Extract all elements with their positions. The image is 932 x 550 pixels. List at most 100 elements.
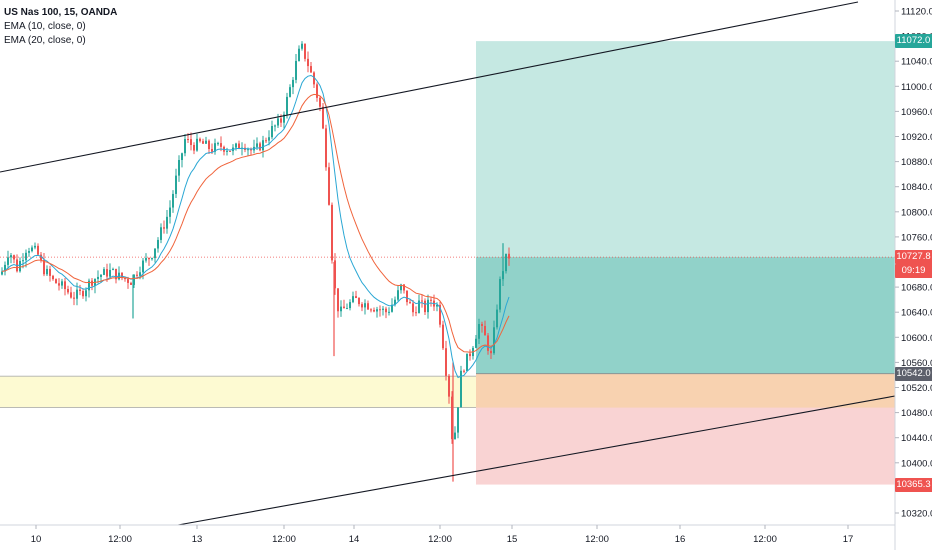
candle-body (346, 308, 348, 310)
candle-body (418, 300, 420, 313)
candle-body (439, 304, 441, 325)
candle-body (49, 268, 51, 276)
candle-body (142, 260, 144, 273)
y-tick-label: 10920.0 (901, 132, 932, 143)
x-tick-label: 15 (507, 534, 518, 545)
y-tick-label: 11120.0 (901, 7, 932, 18)
legend-symbol: US Nas 100, 15, OANDA (4, 7, 118, 18)
candle-body (457, 407, 459, 433)
candle-body (202, 141, 204, 144)
candle-body (190, 139, 192, 145)
time-axis[interactable]: 10 12:00 13 12:00 14 12:00 15 12:00 16 12:00 17 (0, 524, 895, 545)
target-filled-zone (476, 257, 895, 374)
y-tick-label: 10480.0 (901, 408, 932, 419)
candle-body (40, 254, 42, 260)
candle-body (217, 143, 219, 145)
candle-body (175, 175, 177, 194)
candle-body (445, 348, 447, 376)
candle-body (121, 272, 123, 279)
candle-body (169, 207, 171, 217)
candle-body (58, 283, 60, 286)
candle-body (67, 289, 69, 293)
candle-body (274, 125, 276, 127)
candle-body (280, 118, 282, 123)
candle-body (154, 248, 156, 259)
candle-body (352, 296, 354, 303)
x-tick-label: 16 (675, 534, 686, 545)
candle-body (487, 335, 489, 351)
candle-body (172, 193, 174, 208)
candle-body (163, 227, 165, 229)
x-tick-label: 17 (843, 534, 854, 545)
candle-body (133, 274, 135, 285)
candle-body (235, 143, 237, 148)
candle-body (373, 309, 375, 312)
candle-body (10, 255, 12, 258)
candle-body (295, 60, 297, 80)
y-tick-label: 10760.0 (901, 232, 932, 243)
candle-body (292, 79, 294, 88)
candle-body (310, 66, 312, 73)
countdown-tag: 09:19 (895, 264, 932, 279)
candle-body (208, 140, 210, 150)
candle-body (337, 288, 339, 312)
ema-lines (1, 74, 510, 379)
position-zones[interactable] (0, 41, 895, 485)
candle-body (7, 257, 9, 265)
candle-body (349, 302, 351, 309)
candle-body (466, 353, 468, 371)
candle-body (340, 306, 342, 312)
candle-body (46, 268, 48, 275)
candle-body (376, 309, 378, 312)
candle-body (259, 143, 261, 151)
candle-body (388, 311, 390, 313)
trendlines[interactable] (0, 1, 896, 526)
candle-body (493, 327, 495, 354)
candle-body (490, 350, 492, 354)
candle-body (211, 149, 213, 152)
candle-body (136, 274, 138, 276)
candle-body (73, 297, 75, 299)
candle-body (28, 251, 30, 253)
y-tick-label: 11040.0 (901, 57, 932, 68)
legend-ema20[interactable]: EMA (20, close, 0) (4, 35, 86, 46)
candle-body (262, 140, 264, 151)
candle-body (424, 300, 426, 313)
y-tick-label: 10520.0 (901, 383, 932, 394)
candle-body (406, 290, 408, 303)
candle-body (166, 216, 168, 229)
candle-body (343, 306, 345, 309)
candle-body (328, 167, 330, 205)
y-tick-label: 10960.0 (901, 107, 932, 118)
candle-body (484, 325, 486, 336)
y-tick-label: 10640.0 (901, 308, 932, 319)
candle-body (358, 297, 360, 305)
candle-body (196, 138, 198, 151)
candle-body (85, 290, 87, 297)
candle-body (184, 139, 186, 154)
candle-body (52, 275, 54, 280)
legend-ema10[interactable]: EMA (10, close, 0) (4, 21, 86, 32)
candle-body (4, 264, 6, 272)
candle-body (322, 106, 324, 129)
candle-body (304, 43, 306, 59)
candle-body (379, 309, 381, 311)
x-tick-label: 12:00 (585, 534, 609, 545)
y-tick-label: 10320.0 (901, 509, 932, 520)
ema10-line (1, 74, 510, 379)
candle-body (367, 303, 369, 310)
x-tick-label: 12:00 (272, 534, 296, 545)
candle-body (193, 144, 195, 151)
candle-body (478, 324, 480, 339)
y-tick-label: 10800.0 (901, 207, 932, 218)
candle-body (415, 312, 417, 314)
candle-body (91, 280, 93, 286)
candle-body (88, 280, 90, 291)
price-axis[interactable]: 11120.011080.011040.011000.010960.010920… (894, 0, 932, 550)
candle-body (427, 299, 429, 313)
candle-body (364, 303, 366, 308)
candle-body (139, 272, 141, 276)
candle-body (109, 269, 111, 277)
candle-body (298, 48, 300, 61)
